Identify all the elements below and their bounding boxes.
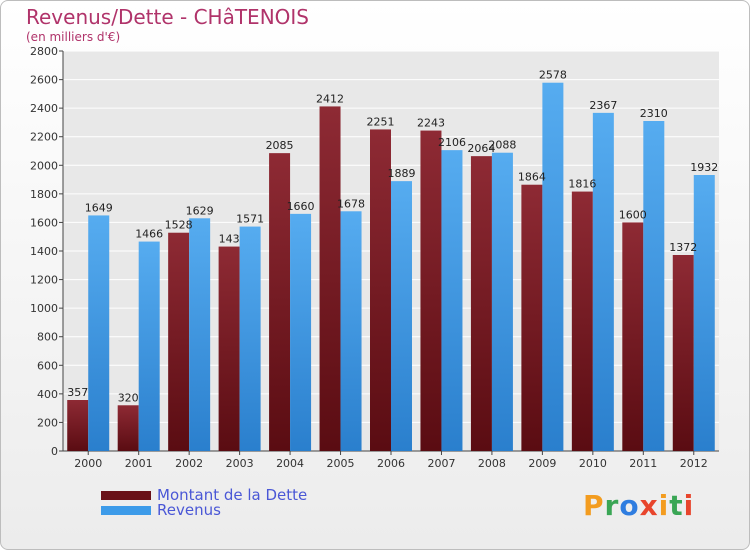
proxiti-logo: Proxiti — [583, 489, 694, 522]
data-label-revenus: 1678 — [337, 197, 365, 210]
x-tick-label: 2010 — [579, 457, 607, 470]
bar-dette — [319, 106, 341, 451]
data-label-revenus: 1629 — [186, 204, 214, 217]
data-label-dette: 2251 — [367, 115, 395, 128]
y-tick-label: 200 — [37, 416, 58, 429]
y-tick-label: 1400 — [30, 245, 58, 258]
data-label-dette: 1372 — [669, 241, 697, 254]
bar-revenus — [88, 215, 110, 451]
x-tick-label: 2007 — [427, 457, 455, 470]
y-tick-label: 1600 — [30, 216, 58, 229]
y-tick-label: 2000 — [30, 159, 58, 172]
logo-letter: o — [619, 489, 640, 522]
x-tick-label: 2006 — [377, 457, 405, 470]
y-tick-label: 600 — [37, 359, 58, 372]
data-label-dette: 2412 — [316, 92, 344, 105]
data-label-revenus: 2310 — [640, 107, 668, 120]
data-label-revenus: 1571 — [236, 213, 264, 226]
y-tick-label: 2600 — [30, 74, 58, 87]
x-tick-label: 2000 — [74, 457, 102, 470]
x-tick-label: 2004 — [276, 457, 304, 470]
data-label-dette: 1816 — [568, 178, 596, 191]
data-label-dette: 2243 — [417, 117, 445, 130]
bar-revenus — [138, 241, 160, 451]
legend-swatch-dette — [101, 491, 151, 500]
y-tick-label: 400 — [37, 388, 58, 401]
logo-letter: x — [639, 489, 659, 522]
legend-label-revenus: Revenus — [157, 501, 221, 519]
y-tick-label: 2800 — [30, 45, 58, 58]
x-tick-label: 2008 — [478, 457, 506, 470]
bar-dette — [218, 246, 240, 451]
data-label-dette: 2064 — [467, 142, 495, 155]
x-tick-label: 2009 — [528, 457, 556, 470]
logo-letter: i — [658, 489, 670, 522]
y-tick-label: 1200 — [30, 274, 58, 287]
bar-dette — [370, 129, 391, 451]
bar-revenus — [340, 211, 362, 451]
bar-dette — [67, 400, 89, 451]
bar-dette — [470, 156, 492, 451]
bar-dette — [571, 191, 593, 452]
bar-revenus — [491, 152, 513, 451]
y-tick-label: 1800 — [30, 188, 58, 201]
y-tick-label: 2400 — [30, 102, 58, 115]
data-label-dette: 143 — [219, 233, 240, 246]
bar-dette — [672, 255, 694, 451]
logo-letter: r — [604, 489, 620, 522]
chart-title: Revenus/Dette - CHâTENOIS — [26, 5, 309, 29]
x-tick-label: 2002 — [175, 457, 203, 470]
data-label-revenus: 1889 — [388, 167, 416, 180]
logo-letter: i — [683, 489, 695, 522]
data-label-dette: 320 — [118, 391, 139, 404]
data-label-revenus: 1466 — [135, 228, 163, 241]
data-label-dette: 1600 — [619, 208, 647, 221]
data-label-dette: 1864 — [518, 171, 546, 184]
logo-letter: t — [669, 489, 684, 522]
y-tick-label: 800 — [37, 331, 58, 344]
data-label-dette: 2085 — [266, 139, 294, 152]
bar-revenus — [290, 213, 312, 451]
data-label-dette: 357 — [67, 386, 88, 399]
data-label-revenus: 1932 — [690, 161, 718, 174]
bar-revenus — [693, 175, 715, 451]
bar-dette — [168, 232, 190, 451]
x-tick-label: 2011 — [629, 457, 657, 470]
data-label-revenus: 2106 — [438, 136, 466, 149]
data-label-revenus: 1660 — [287, 200, 315, 213]
data-label-revenus: 2367 — [589, 99, 617, 112]
chart-subtitle: (en milliers d'€) — [26, 30, 121, 44]
bar-revenus — [391, 181, 412, 451]
data-label-revenus: 2088 — [488, 139, 516, 152]
bar-dette — [521, 184, 543, 451]
bar-revenus — [542, 82, 564, 451]
data-label-revenus: 1649 — [85, 201, 113, 214]
y-tick-label: 0 — [51, 445, 58, 458]
data-label-dette: 1528 — [165, 219, 193, 232]
bar-revenus — [441, 150, 463, 451]
legend-label-dette: Montant de la Dette — [157, 486, 308, 504]
legend-swatch-revenus — [101, 506, 151, 515]
bar-dette — [117, 405, 139, 451]
x-tick-label: 2003 — [226, 457, 254, 470]
x-tick-label: 2001 — [125, 457, 153, 470]
x-tick-label: 2005 — [327, 457, 355, 470]
logo-letter: P — [583, 489, 605, 522]
bar-revenus — [643, 121, 665, 451]
y-tick-label: 2200 — [30, 131, 58, 144]
bar-revenus — [239, 226, 261, 451]
bar-dette — [420, 130, 442, 452]
bar-dette — [269, 153, 291, 451]
bar-revenus — [189, 218, 211, 451]
data-label-revenus: 2578 — [539, 69, 567, 82]
bar-revenus — [592, 112, 614, 451]
bar-dette — [622, 222, 644, 451]
y-tick-label: 1000 — [30, 302, 58, 315]
x-tick-label: 2012 — [680, 457, 708, 470]
